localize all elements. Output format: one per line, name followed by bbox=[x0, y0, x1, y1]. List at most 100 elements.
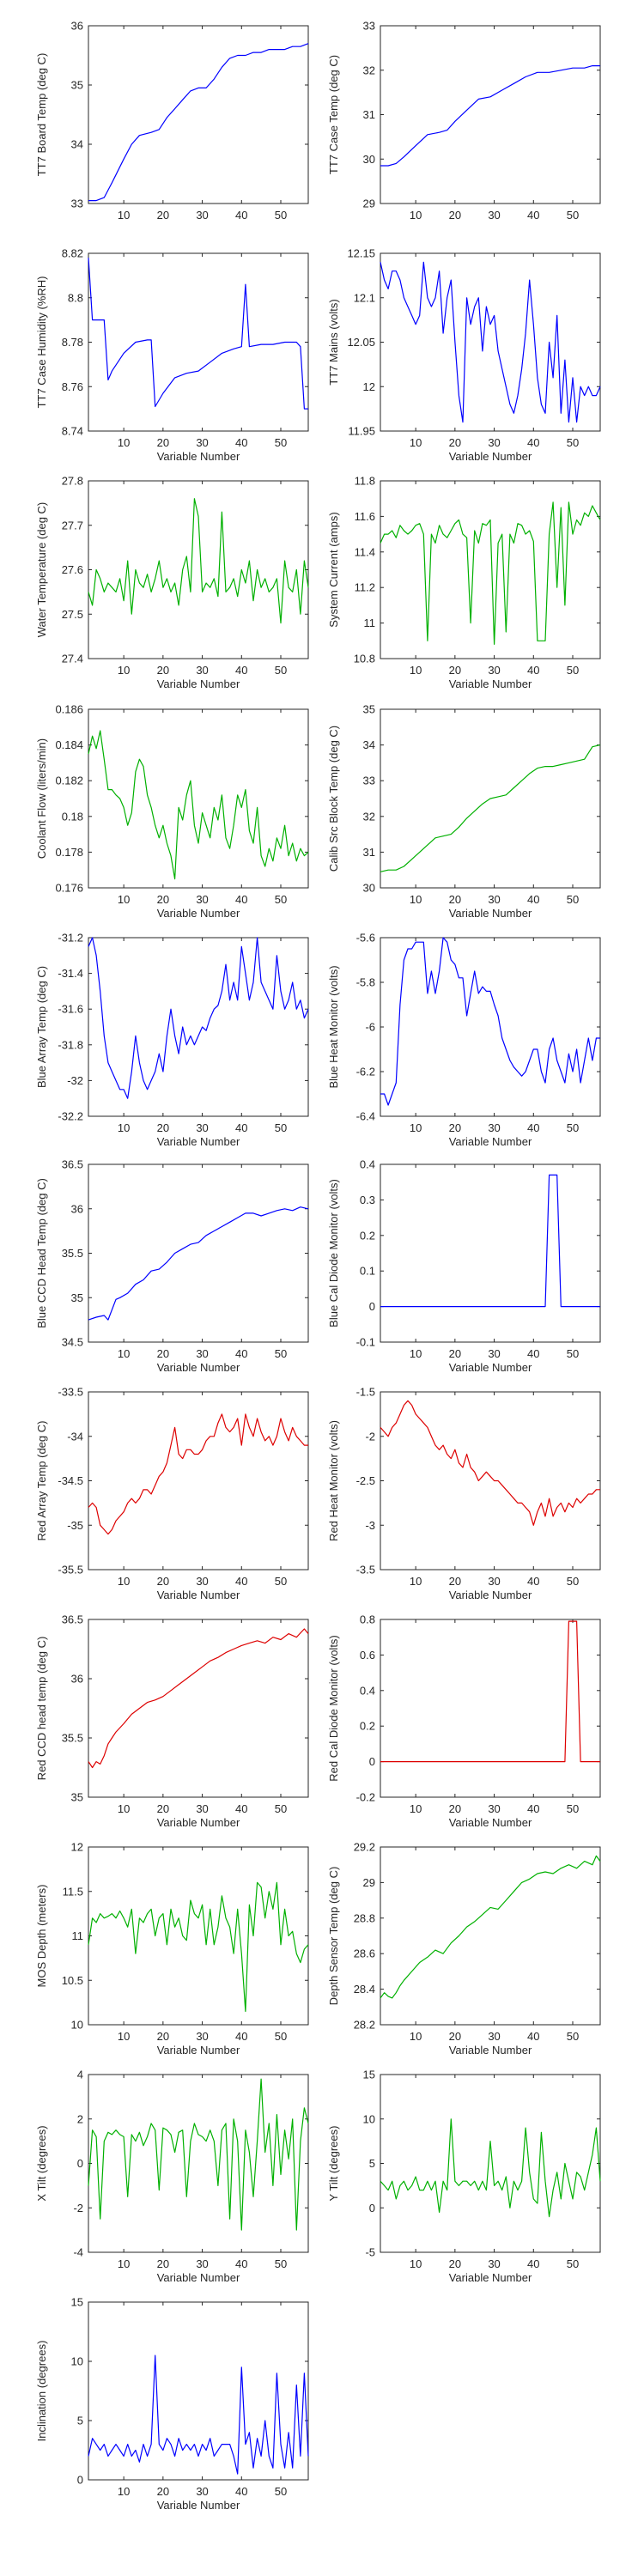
x-tick-label: 40 bbox=[235, 893, 247, 906]
x-tick-label: 20 bbox=[449, 893, 461, 906]
chart-p21: 0 5 10 15 10 20 30 40 50 Inclination (degrees) Var… bbox=[35, 2296, 309, 2512]
x-tick-label: 50 bbox=[567, 893, 579, 906]
x-axis-label: Variable Number bbox=[157, 1361, 240, 1374]
x-tick-label: 10 bbox=[118, 2257, 130, 2270]
series-line bbox=[88, 937, 309, 1099]
y-tick-label: 11.6 bbox=[355, 510, 375, 523]
x-tick-label: 20 bbox=[157, 1347, 169, 1360]
x-tick-label: 50 bbox=[275, 1802, 287, 1815]
x-tick-label: 30 bbox=[196, 1802, 208, 1815]
x-tick-label: 30 bbox=[196, 1575, 208, 1588]
y-tick-label: -34.5 bbox=[58, 1474, 83, 1487]
x-tick-label: 50 bbox=[275, 893, 287, 906]
x-tick-label: 20 bbox=[449, 1802, 461, 1815]
y-tick-label: 36 bbox=[71, 1673, 83, 1686]
plot-area bbox=[380, 1391, 601, 1571]
y-tick-label: 8.82 bbox=[62, 247, 83, 260]
chart-p2: 29 30 31 32 33 10 20 30 40 50 TT7 Case Temp (deg C… bbox=[327, 20, 601, 222]
series-line bbox=[88, 1206, 309, 1321]
x-axis-label: Variable Number bbox=[449, 907, 532, 920]
x-tick-label: 40 bbox=[527, 1121, 539, 1134]
plot-area bbox=[88, 2074, 309, 2253]
y-tick-label: 27.4 bbox=[62, 653, 83, 665]
y-tick-label: 36.5 bbox=[62, 1613, 83, 1626]
y-tick-label: 8.78 bbox=[62, 336, 83, 349]
x-tick-label: 10 bbox=[410, 1347, 422, 1360]
series-line bbox=[88, 258, 308, 410]
x-tick-label: 10 bbox=[410, 2257, 422, 2270]
x-axis-label: Variable Number bbox=[157, 1816, 240, 1829]
chart-p16: -0.2 0 0.2 0.4 0.6 0.8 10 20 30 40 50 Red Cal Diode… bbox=[327, 1613, 601, 1829]
y-tick-label: -6.2 bbox=[356, 1066, 375, 1078]
y-axis-label: System Current (amps) bbox=[327, 512, 340, 627]
y-tick-label: -0.2 bbox=[356, 1791, 375, 1804]
x-tick-label: 10 bbox=[118, 2030, 130, 2043]
y-axis-label: TT7 Board Temp (deg C) bbox=[35, 53, 48, 177]
y-tick-label: -35 bbox=[67, 1519, 83, 1532]
series-line bbox=[88, 730, 309, 880]
x-tick-label: 20 bbox=[157, 209, 169, 222]
y-tick-label: 28.4 bbox=[354, 1983, 375, 1996]
x-tick-label: 40 bbox=[235, 1575, 247, 1588]
y-tick-label: 30 bbox=[363, 882, 375, 895]
x-tick-label: 30 bbox=[488, 1575, 500, 1588]
series-line bbox=[88, 1628, 309, 1769]
y-tick-label: 11.5 bbox=[63, 1885, 83, 1898]
y-tick-label: 15 bbox=[363, 2069, 375, 2081]
x-tick-label: 20 bbox=[449, 1121, 461, 1134]
chart-p12: -0.1 0 0.1 0.2 0.3 0.4 10 20 30 40 50 Blue Cal Diod… bbox=[327, 1158, 601, 1374]
x-tick-label: 50 bbox=[275, 209, 287, 222]
chart-p10: -6.4 -6.2 -6 -5.8 -5.6 10 20 30 40 50 Blue Heat Mo… bbox=[327, 932, 601, 1148]
chart-p11: 34.5 35 35.5 36 36.5 10 20 30 40 50 Blue CCD Head … bbox=[35, 1158, 309, 1374]
y-tick-label: 33 bbox=[363, 775, 375, 787]
x-tick-label: 10 bbox=[118, 1575, 130, 1588]
series-line bbox=[380, 2118, 601, 2218]
x-tick-label: 30 bbox=[196, 2257, 208, 2270]
y-axis-label: Red Cal Diode Monitor (volts) bbox=[327, 1635, 340, 1782]
y-tick-label: 28.2 bbox=[354, 2019, 375, 2032]
y-tick-label: 0 bbox=[77, 2474, 83, 2487]
y-tick-label: -31.2 bbox=[58, 932, 83, 945]
x-tick-label: 50 bbox=[567, 1802, 579, 1815]
x-axis-label: Variable Number bbox=[157, 2499, 240, 2512]
x-tick-label: 10 bbox=[410, 1575, 422, 1588]
x-tick-label: 20 bbox=[157, 1121, 169, 1134]
plot-area bbox=[380, 1619, 601, 1798]
x-tick-label: 50 bbox=[275, 664, 287, 677]
y-tick-label: -2 bbox=[365, 1430, 375, 1443]
chart-p6: 10.8 11 11.2 11.4 11.6 11.8 10 20 30 40 50 System C… bbox=[327, 475, 601, 690]
y-tick-label: 28.8 bbox=[354, 1911, 375, 1924]
x-tick-label: 20 bbox=[449, 664, 461, 677]
x-axis-label: Variable Number bbox=[449, 677, 532, 690]
x-tick-label: 10 bbox=[410, 209, 422, 222]
x-tick-label: 10 bbox=[410, 893, 422, 906]
x-tick-label: 30 bbox=[488, 664, 500, 677]
plot-area bbox=[380, 937, 601, 1117]
y-tick-label: 32 bbox=[363, 810, 375, 823]
y-tick-label: 31 bbox=[363, 108, 375, 121]
y-tick-label: 33 bbox=[363, 20, 375, 33]
x-tick-label: 20 bbox=[157, 436, 169, 449]
x-tick-label: 40 bbox=[527, 436, 539, 449]
y-axis-label: Blue Array Temp (deg C) bbox=[35, 966, 48, 1088]
x-tick-label: 20 bbox=[157, 664, 169, 677]
x-tick-label: 20 bbox=[449, 209, 461, 222]
y-axis-label: Coolant Flow (liters/min) bbox=[35, 738, 48, 859]
plot-area bbox=[88, 480, 309, 659]
x-tick-label: 30 bbox=[196, 209, 208, 222]
y-tick-label: 0.2 bbox=[360, 1720, 375, 1733]
x-tick-label: 50 bbox=[567, 436, 579, 449]
x-tick-label: 30 bbox=[196, 436, 208, 449]
y-tick-label: 27.8 bbox=[62, 475, 83, 488]
chart-p4: 11.95 12 12.05 12.1 12.15 10 20 30 40 50 TT7 Mains… bbox=[327, 247, 601, 463]
x-tick-label: 10 bbox=[410, 1121, 422, 1134]
x-tick-label: 40 bbox=[235, 1347, 247, 1360]
y-tick-label: 35 bbox=[71, 79, 83, 92]
y-tick-label: 27.5 bbox=[62, 608, 83, 621]
x-axis-label: Variable Number bbox=[449, 1135, 532, 1148]
y-tick-label: 10 bbox=[71, 2019, 83, 2032]
y-tick-label: 12.05 bbox=[347, 336, 375, 349]
x-tick-label: 10 bbox=[118, 209, 130, 222]
x-tick-label: 30 bbox=[488, 1802, 500, 1815]
y-tick-label: -33.5 bbox=[58, 1386, 83, 1399]
